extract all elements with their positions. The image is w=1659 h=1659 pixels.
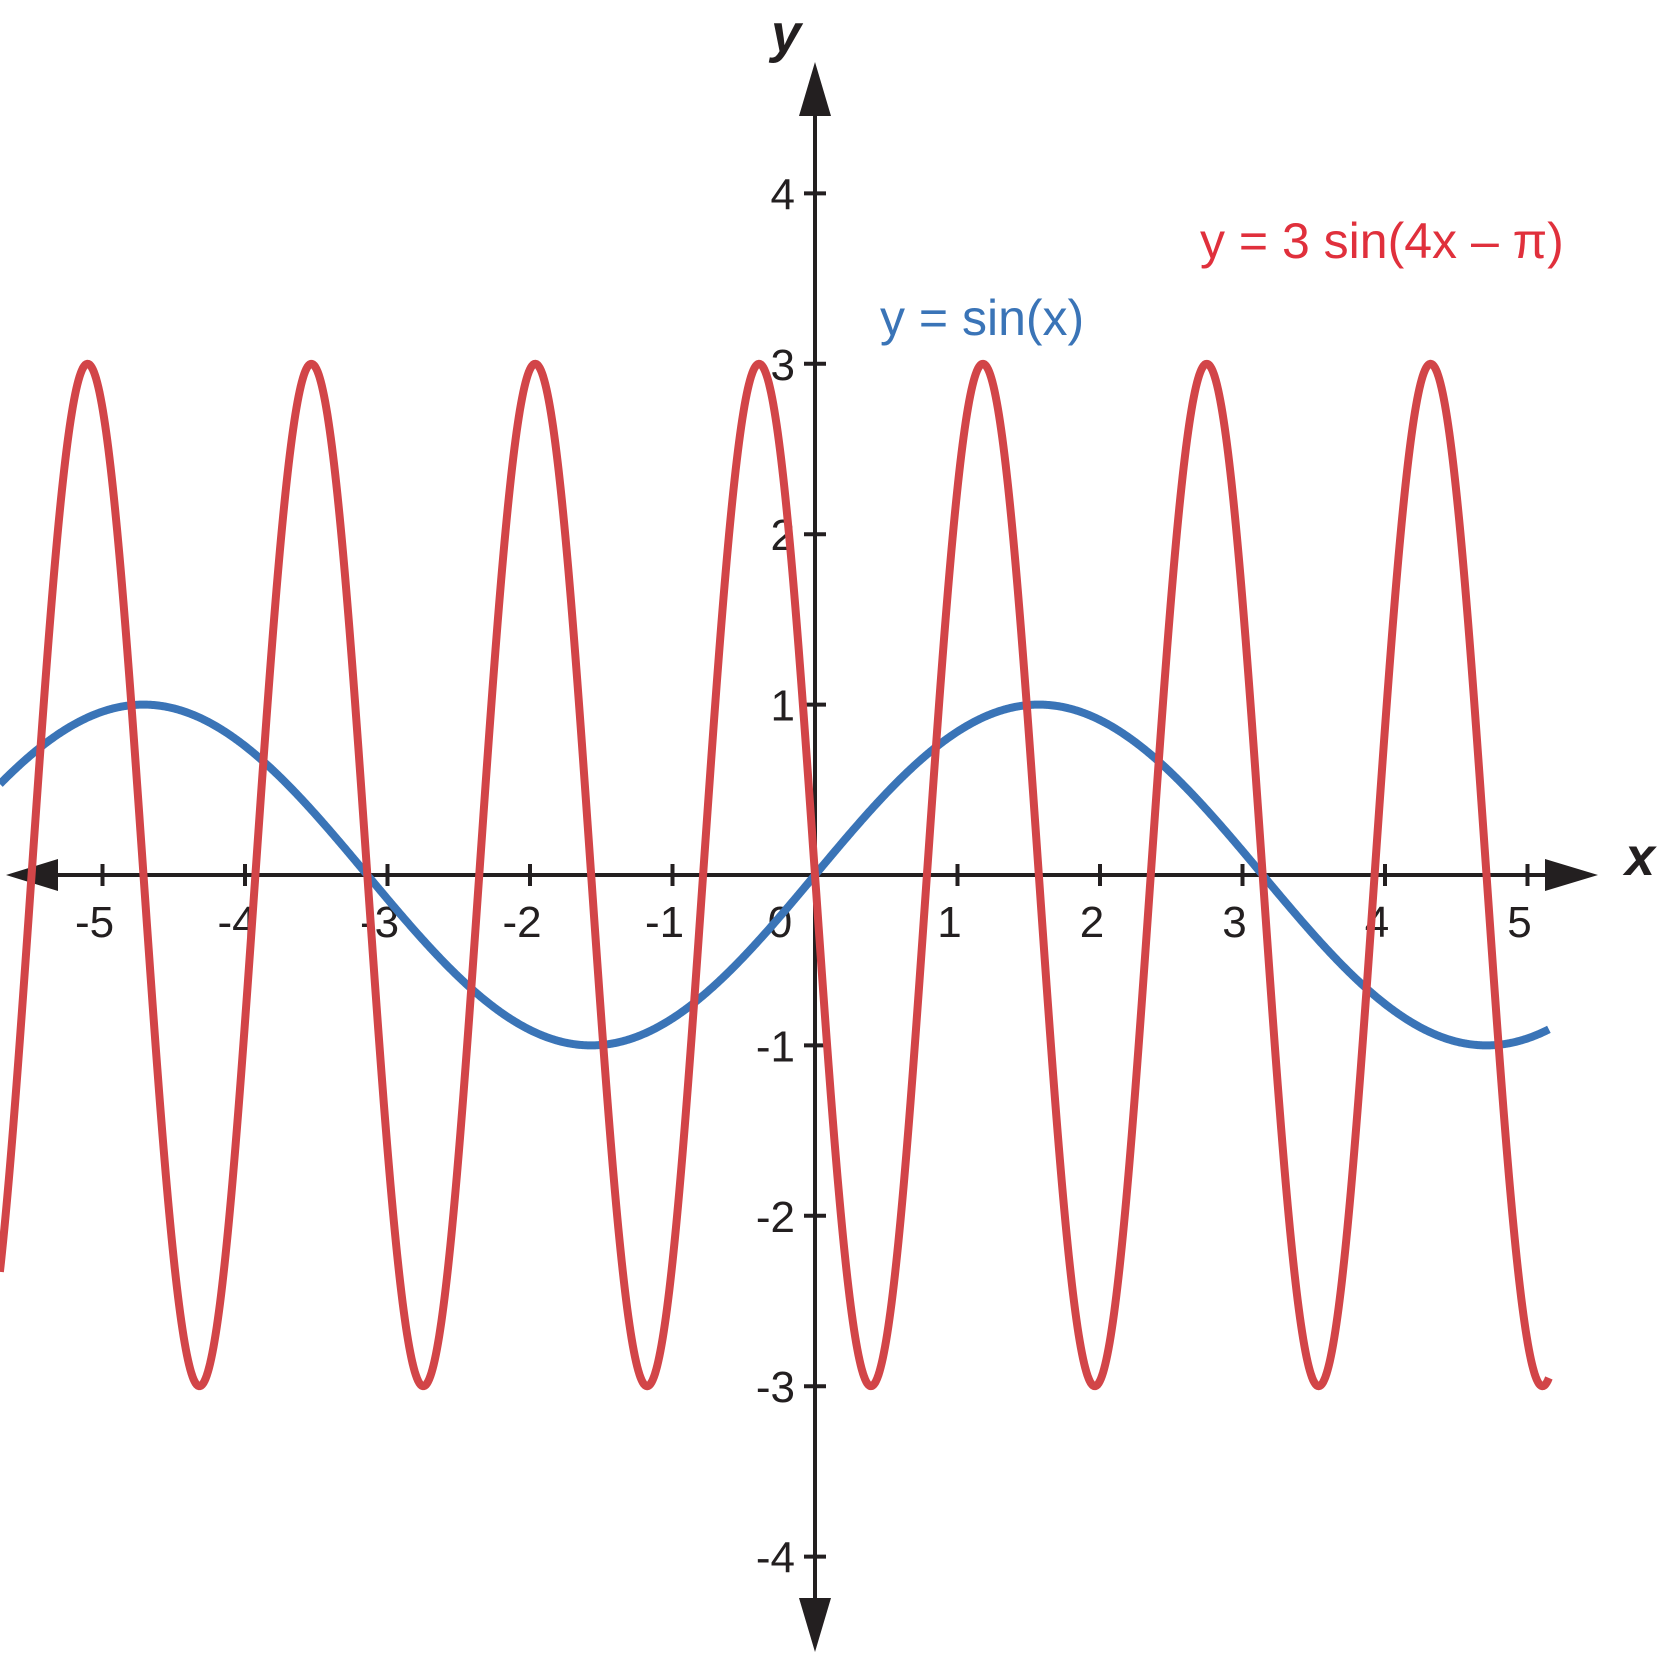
- y-axis-arrow-down: [799, 1598, 831, 1652]
- series-label-3sin: y = 3 sin(4x – π): [1200, 213, 1564, 269]
- y-axis-arrow-up: [799, 62, 831, 116]
- y-tick-label: -2: [756, 1193, 795, 1242]
- y-tick-label: -4: [756, 1534, 795, 1583]
- x-axis-label: x: [1622, 827, 1657, 887]
- x-tick-label: 1: [937, 898, 961, 947]
- y-tick-label: 4: [771, 170, 795, 219]
- x-tick-label: 2: [1080, 898, 1104, 947]
- axes: [6, 62, 1598, 1652]
- y-tick-label: 3: [771, 341, 795, 390]
- series-group: [0, 359, 1553, 1391]
- x-tick-label: -2: [502, 898, 541, 947]
- x-tick-label: -5: [75, 898, 114, 947]
- y-axis-label: y: [768, 4, 804, 64]
- y-tick-label: 1: [771, 682, 795, 731]
- x-tick-label: 3: [1222, 898, 1246, 947]
- x-tick-label: 5: [1507, 898, 1531, 947]
- y-tick-label: -1: [756, 1022, 795, 1071]
- x-axis-arrow-right: [1545, 859, 1598, 891]
- series-3sin-line: [0, 359, 1553, 1391]
- series-sin-line: [0, 700, 1552, 1050]
- series-label-sin: y = sin(x): [880, 290, 1084, 346]
- y-tick-label: -3: [756, 1363, 795, 1412]
- x-tick-label: -1: [645, 898, 684, 947]
